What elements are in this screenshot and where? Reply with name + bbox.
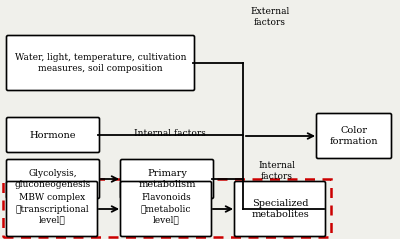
FancyBboxPatch shape	[6, 36, 194, 91]
FancyBboxPatch shape	[120, 159, 214, 199]
FancyBboxPatch shape	[6, 159, 100, 199]
Text: Internal factors: Internal factors	[134, 129, 206, 137]
Text: Color
formation: Color formation	[330, 126, 378, 146]
Text: Internal
factors: Internal factors	[258, 161, 295, 181]
FancyBboxPatch shape	[234, 181, 326, 237]
Text: Glycolysis,
gluconeogenesis: Glycolysis, gluconeogenesis	[15, 169, 91, 189]
FancyBboxPatch shape	[316, 114, 392, 158]
Text: Hormone: Hormone	[30, 130, 76, 140]
Text: Primary
metabolism: Primary metabolism	[138, 169, 196, 189]
Text: Flavonoids
（metabolic
level）: Flavonoids （metabolic level）	[141, 193, 191, 225]
Text: Water, light, temperature, cultivation
measures, soil composition: Water, light, temperature, cultivation m…	[15, 53, 186, 73]
Text: External
factors: External factors	[250, 7, 289, 27]
Text: Specialized
metabolites: Specialized metabolites	[251, 199, 309, 219]
FancyBboxPatch shape	[6, 118, 100, 152]
FancyBboxPatch shape	[6, 181, 98, 237]
Text: MBW complex
（transcriptional
level）: MBW complex （transcriptional level）	[15, 193, 89, 225]
FancyBboxPatch shape	[120, 181, 212, 237]
